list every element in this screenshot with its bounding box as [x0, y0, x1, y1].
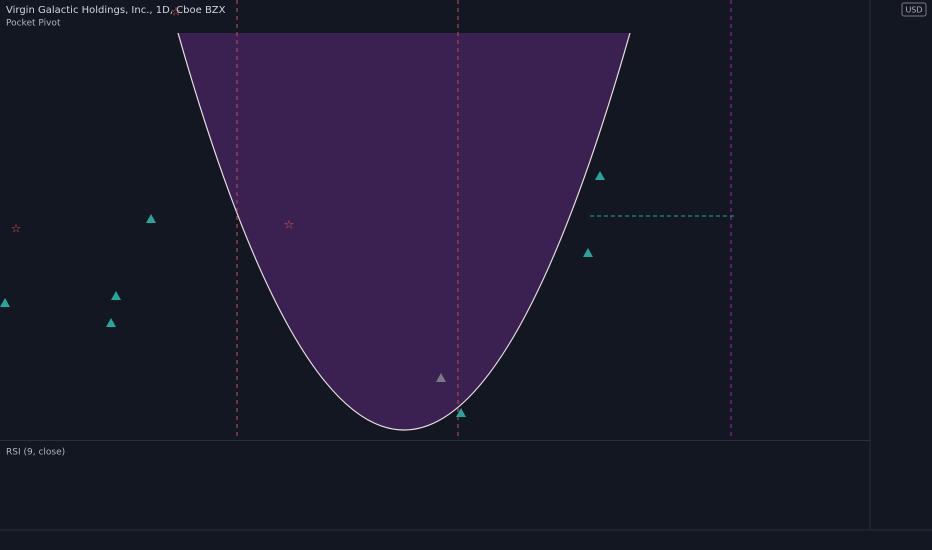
marker	[595, 171, 605, 180]
currency-box	[901, 2, 927, 17]
cup-curve	[177, 32, 631, 431]
marker	[456, 408, 466, 417]
marker	[106, 318, 116, 327]
star-marker: ☆	[284, 218, 295, 232]
marker	[583, 248, 593, 257]
marker	[0, 298, 10, 307]
pane-separator	[0, 440, 870, 441]
marker	[111, 291, 121, 300]
star-marker: ☆	[171, 5, 182, 19]
star-marker: ☆	[11, 222, 22, 236]
price-axis-bg	[870, 0, 932, 550]
rsi-label: RSI (9, close)	[6, 448, 65, 458]
marker	[146, 214, 156, 223]
currency: USD	[905, 6, 922, 15]
indicator-name: Pocket Pivot	[6, 19, 61, 29]
chart-title: Virgin Galactic Holdings, Inc., 1D, Cboe…	[6, 5, 226, 16]
signal-markers: ☆ ☆ ☆	[0, 5, 605, 417]
marker	[436, 373, 446, 382]
